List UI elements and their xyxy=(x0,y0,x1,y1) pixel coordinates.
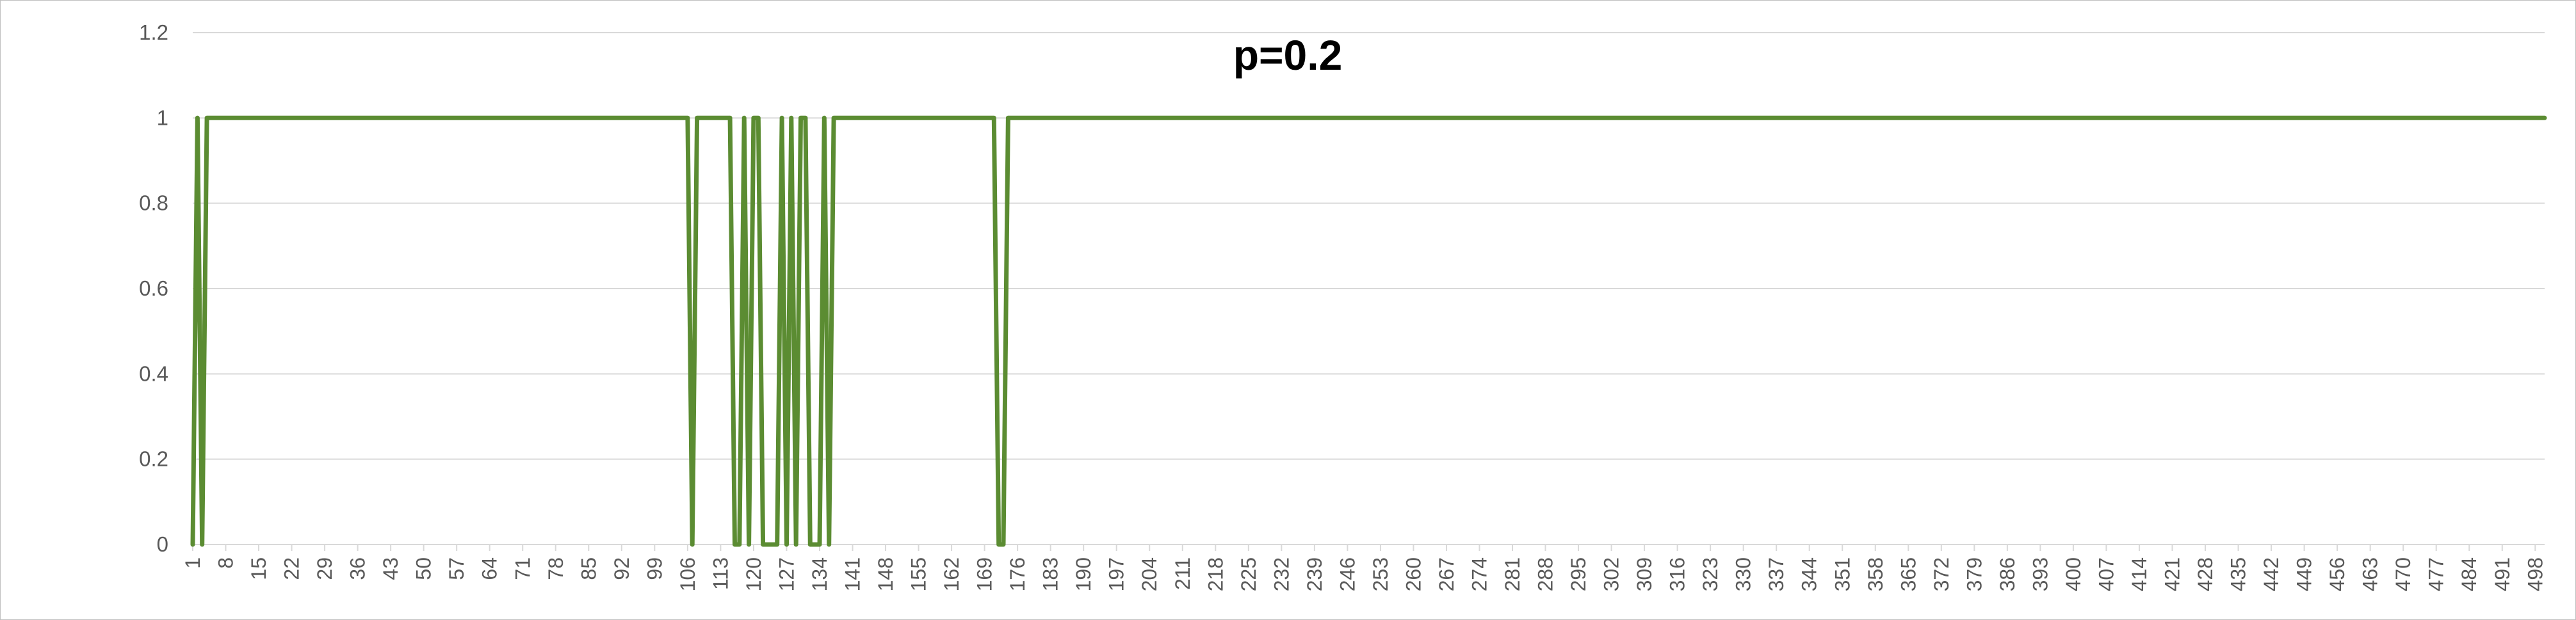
x-tick-label: 64 xyxy=(478,557,501,580)
x-tick-label: 421 xyxy=(2161,557,2184,591)
x-tick-label: 400 xyxy=(2062,557,2085,591)
x-tick-label: 155 xyxy=(907,557,930,591)
x-tick-label: 204 xyxy=(1138,557,1161,591)
x-tick-label: 337 xyxy=(1765,557,1788,591)
x-tick-label: 365 xyxy=(1897,557,1920,591)
y-tick-label: 1.2 xyxy=(139,20,168,44)
x-tick-label: 225 xyxy=(1237,557,1260,591)
x-tick-label: 15 xyxy=(247,557,270,580)
x-tick-label: 169 xyxy=(973,557,996,591)
x-tick-label: 288 xyxy=(1534,557,1557,591)
x-tick-label: 386 xyxy=(1996,557,2019,591)
x-tick-label: 218 xyxy=(1204,557,1227,591)
x-tick-label: 330 xyxy=(1732,557,1755,591)
x-tick-label: 414 xyxy=(2128,557,2151,591)
x-tick-label: 379 xyxy=(1963,557,1986,591)
x-tick-label: 134 xyxy=(808,557,831,591)
gridlines xyxy=(193,32,2545,460)
x-tick-label: 197 xyxy=(1105,557,1128,591)
chart-title: p=0.2 xyxy=(1233,31,1343,79)
x-tick-label: 393 xyxy=(2029,557,2052,591)
x-tick-label: 442 xyxy=(2260,557,2283,591)
x-tick-label: 99 xyxy=(643,557,666,580)
x-tick-label: 428 xyxy=(2194,557,2217,591)
y-axis: 0 0.2 0.4 0.6 0.8 1 1.2 xyxy=(139,20,168,556)
y-tick-label: 0.4 xyxy=(139,362,168,385)
x-tick-label: 232 xyxy=(1270,557,1293,591)
x-tick-label: 407 xyxy=(2094,557,2118,591)
series-layer xyxy=(190,115,2547,547)
x-tick-label: 57 xyxy=(445,557,468,580)
x-tick-label: 8 xyxy=(215,557,238,569)
x-tick-label: 162 xyxy=(940,557,963,591)
x-tick-label: 92 xyxy=(610,557,633,580)
x-tick-label: 148 xyxy=(874,557,897,591)
x-tick-label: 141 xyxy=(841,557,864,591)
x-tick-label: 253 xyxy=(1369,557,1392,591)
x-tick-label: 449 xyxy=(2293,557,2316,591)
x-tick-label: 309 xyxy=(1633,557,1656,591)
x-tick-label: 316 xyxy=(1666,557,1689,591)
x-tick-label: 36 xyxy=(346,557,369,580)
x-tick-label: 435 xyxy=(2227,557,2250,591)
x-tick-label: 295 xyxy=(1567,557,1590,591)
x-tick-label: 470 xyxy=(2392,557,2415,591)
y-tick-label: 0.8 xyxy=(139,191,168,215)
x-tick-label: 120 xyxy=(742,557,765,591)
x-tick-label: 463 xyxy=(2359,557,2382,591)
x-tick-label: 246 xyxy=(1336,557,1359,591)
x-tick-label: 183 xyxy=(1039,557,1062,591)
y-tick-label: 0 xyxy=(157,532,168,556)
x-axis-labels: 1 8 15 22 29 36 43 50 57 64 71 78 85 92 99 106 113 120 127… xyxy=(181,544,2547,591)
x-tick-label: 344 xyxy=(1798,557,1821,591)
x-tick-label: 302 xyxy=(1600,557,1623,591)
x-tick-label: 456 xyxy=(2326,557,2349,591)
x-tick-label: 477 xyxy=(2425,557,2448,591)
x-tick-label: 190 xyxy=(1072,557,1095,591)
x-tick-label: 78 xyxy=(544,557,567,580)
x-tick-label: 281 xyxy=(1501,557,1524,591)
y-tick-label: 1 xyxy=(157,106,168,129)
series-line xyxy=(190,115,2547,547)
x-tick-label: 239 xyxy=(1303,557,1326,591)
x-tick-label: 211 xyxy=(1171,557,1194,590)
x-tick-label: 22 xyxy=(280,557,304,580)
x-tick-label: 372 xyxy=(1930,557,1953,591)
x-tick-label: 43 xyxy=(379,557,402,580)
x-tick-label: 498 xyxy=(2523,557,2547,591)
x-tick-label: 491 xyxy=(2491,557,2514,591)
x-tick-label: 323 xyxy=(1699,557,1722,591)
x-tick-label: 1 xyxy=(181,557,204,569)
x-tick-label: 358 xyxy=(1864,557,1887,591)
y-tick-label: 0.6 xyxy=(139,276,168,300)
x-tick-label: 106 xyxy=(676,557,699,591)
x-tick-label: 351 xyxy=(1831,557,1854,591)
x-tick-label: 260 xyxy=(1402,557,1425,591)
x-tick-label: 274 xyxy=(1468,557,1491,591)
x-tick-label: 484 xyxy=(2458,557,2481,591)
x-tick-label: 176 xyxy=(1006,557,1029,591)
x-tick-label: 113 xyxy=(709,557,732,590)
y-tick-label: 0.2 xyxy=(139,447,168,471)
x-tick-label: 127 xyxy=(775,557,798,591)
x-tick-label: 29 xyxy=(313,557,336,580)
x-tick-label: 85 xyxy=(577,557,600,580)
x-tick-label: 50 xyxy=(412,557,435,580)
x-tick-label: 267 xyxy=(1435,557,1458,591)
x-tick-label: 71 xyxy=(511,557,534,580)
